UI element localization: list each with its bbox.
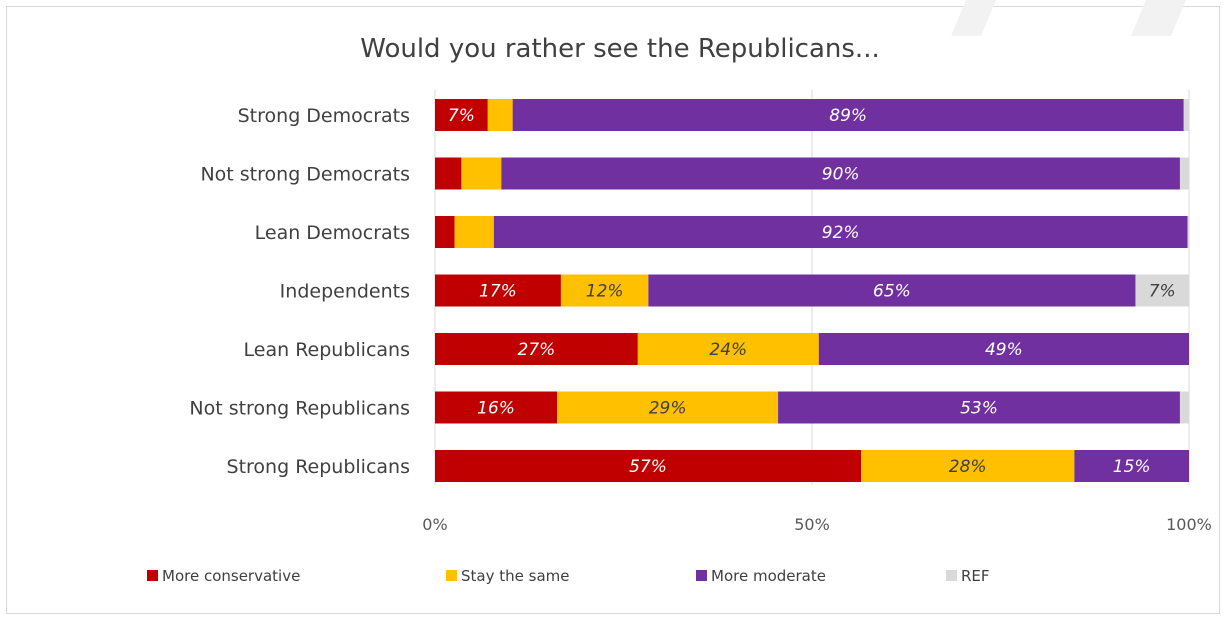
data-label: 90%	[822, 165, 860, 185]
bar-segment	[861, 450, 1075, 482]
bar-segment	[435, 333, 638, 365]
bar-segment	[493, 216, 1188, 248]
data-label: 12%	[586, 282, 624, 302]
bar-segment	[818, 333, 1189, 365]
bar-segment	[454, 216, 494, 248]
bar-segment	[461, 157, 502, 190]
bar-segment	[435, 450, 862, 482]
bar-segment	[1179, 391, 1189, 424]
bars	[435, 99, 1189, 482]
bar-segment	[435, 99, 488, 131]
data-label: 28%	[949, 457, 987, 477]
legend-label: More conservative	[162, 567, 300, 585]
data-label: 17%	[479, 282, 517, 302]
bar-segment	[435, 274, 561, 307]
chart-frame	[6, 6, 1220, 614]
data-label: 15%	[1113, 457, 1151, 477]
category-label: Independents	[280, 281, 410, 303]
bar-segment	[1179, 157, 1189, 190]
data-label: 89%	[829, 106, 867, 126]
data-label: 65%	[873, 282, 911, 302]
bar-segment	[435, 157, 462, 190]
legend: More conservative Stay the same More moder…	[147, 567, 990, 585]
chart-title: Would you rather see the Republicans...	[360, 34, 879, 64]
legend-swatch	[696, 570, 707, 581]
bar-segment	[1187, 216, 1189, 248]
data-labels: 7% 89% 90% 92% 17% 12% 65% 7% 27% 24% 49% 16% 29% 53%…	[448, 106, 1176, 477]
data-label: 57%	[629, 457, 667, 477]
legend-label: REF	[961, 567, 990, 585]
data-label: 92%	[822, 223, 860, 243]
data-label: 49%	[985, 340, 1023, 360]
bar-segment	[778, 391, 1180, 424]
legend-swatch	[147, 570, 158, 581]
bar-segment	[512, 99, 1184, 131]
category-label: Lean Republicans	[244, 339, 410, 361]
bar-segment	[501, 157, 1180, 190]
x-axis-ticks: 0% 50% 100%	[422, 515, 1212, 534]
bar-segment	[435, 216, 455, 248]
data-label: 7%	[1149, 282, 1176, 302]
category-label: Strong Republicans	[227, 456, 410, 478]
data-label: 27%	[518, 340, 556, 360]
data-label: 29%	[649, 399, 687, 419]
data-label: 24%	[709, 340, 747, 360]
bar-segment	[557, 391, 779, 424]
bar-segment	[1074, 450, 1189, 482]
bar-segment	[1183, 99, 1189, 131]
category-label: Lean Democrats	[255, 222, 410, 244]
category-label: Not strong Republicans	[189, 398, 410, 420]
bar-segment	[435, 391, 558, 424]
corner-decoration	[951, 0, 1186, 36]
data-label: 53%	[960, 399, 998, 419]
category-label: Strong Democrats	[238, 105, 410, 127]
bar-segment	[560, 274, 649, 307]
bar-segment	[637, 333, 819, 365]
bar-segment	[1135, 274, 1189, 307]
category-labels: Strong Democrats Not strong Democrats Lean…	[189, 105, 410, 478]
data-label: 16%	[477, 399, 515, 419]
legend-swatch	[446, 570, 457, 581]
legend-label: Stay the same	[461, 567, 569, 585]
bar-segment	[487, 99, 513, 131]
x-tick-label: 0%	[422, 515, 447, 534]
bar-segment	[648, 274, 1136, 307]
x-tick-label: 100%	[1166, 515, 1212, 534]
x-tick-label: 50%	[794, 515, 830, 534]
legend-label: More moderate	[711, 567, 826, 585]
legend-swatch	[946, 570, 957, 581]
data-label: 7%	[448, 106, 475, 126]
category-label: Not strong Democrats	[200, 164, 410, 186]
